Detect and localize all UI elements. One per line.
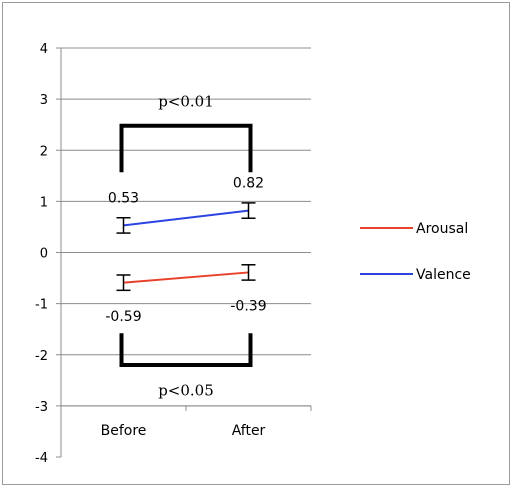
- data-label-valence: 0.82: [233, 175, 264, 191]
- chart-frame: 4 3 2 1 0 -1 -2 -3 -4 Before After p<0.01 p<0.05 0.…: [2, 2, 510, 485]
- series-line-valence: [123, 209, 249, 227]
- gridlines: [61, 47, 311, 407]
- x-tick-label: After: [232, 423, 266, 439]
- series-lines: [116, 202, 256, 292]
- significance-label-top: p<0.01: [158, 93, 214, 111]
- axes: 4 3 2 1 0 -1 -2 -3 -4 Before After: [35, 42, 312, 466]
- y-tick-label: -3: [35, 400, 48, 415]
- y-tick-label: 2: [40, 144, 48, 159]
- y-tick-label: -2: [35, 349, 48, 364]
- y-tick-label: 3: [40, 93, 48, 108]
- significance-bracket-top: [119, 123, 253, 173]
- significance-bracket-bottom: [119, 333, 253, 367]
- legend-label-arousal: Arousal: [416, 221, 468, 237]
- y-tick-label: 4: [40, 42, 48, 57]
- chart-plot: 4 3 2 1 0 -1 -2 -3 -4 Before After p<0.01 p<0.05 0.…: [35, 42, 471, 466]
- data-label-arousal: -0.39: [230, 299, 266, 315]
- series-line-arousal: [123, 271, 249, 284]
- x-tick-label: Before: [101, 423, 147, 439]
- y-tick-label: 0: [40, 247, 48, 262]
- data-labels: 0.53 0.82 -0.59 -0.39: [105, 175, 266, 324]
- legend: Arousal Valence: [360, 221, 471, 283]
- y-tick-label: -4: [35, 451, 48, 466]
- legend-label-valence: Valence: [416, 267, 471, 283]
- data-label-valence: 0.53: [108, 190, 139, 206]
- data-label-arousal: -0.59: [105, 309, 141, 325]
- significance-brackets: p<0.01 p<0.05: [119, 93, 253, 400]
- y-tick-label: -1: [35, 298, 48, 313]
- y-tick-label: 1: [40, 195, 48, 210]
- significance-label-bottom: p<0.05: [158, 382, 214, 400]
